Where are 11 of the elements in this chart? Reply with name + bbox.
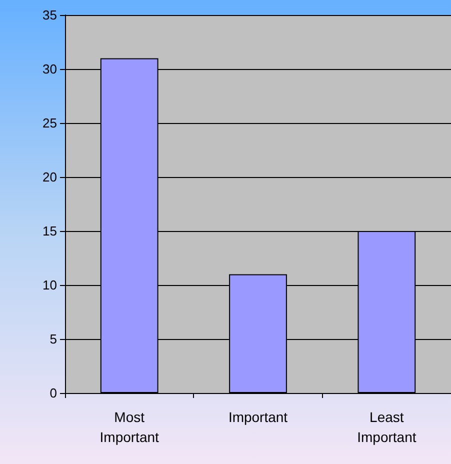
y-tick-label: 25 bbox=[42, 116, 57, 130]
y-tick-label: 30 bbox=[42, 62, 57, 76]
x-tick-label: Most Important bbox=[100, 409, 160, 445]
x-tick-label: Least Important bbox=[357, 409, 416, 445]
y-tick-label: 35 bbox=[42, 8, 57, 22]
y-tick-label: 20 bbox=[42, 170, 57, 184]
y-tick-label: 5 bbox=[50, 332, 57, 346]
y-tick-label: 15 bbox=[42, 224, 57, 238]
y-tick-label: 0 bbox=[50, 386, 57, 400]
y-tick-label: 10 bbox=[42, 278, 57, 292]
x-tick-label: Important bbox=[228, 409, 288, 425]
